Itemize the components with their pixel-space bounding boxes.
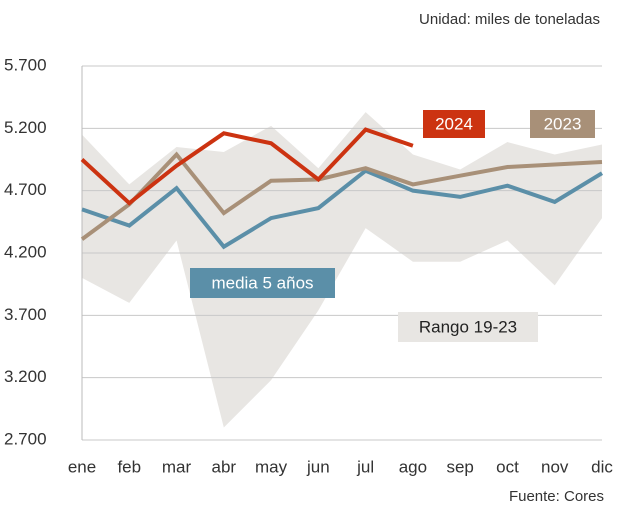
label-text: 2023 [544, 114, 582, 133]
y-tick-label: 5.200 [4, 118, 47, 137]
x-tick-label: may [255, 457, 288, 476]
y-tick-label: 4.200 [4, 242, 47, 261]
series-label: 2024 [423, 110, 485, 138]
label-text: media 5 años [211, 273, 313, 292]
x-tick-label: oct [496, 457, 519, 476]
x-tick-label: ago [399, 457, 427, 476]
x-tick-label: jul [356, 457, 374, 476]
x-tick-label: feb [117, 457, 141, 476]
series-label: 2023 [530, 110, 595, 138]
x-tick-label: abr [212, 457, 237, 476]
series-line [80, 151, 603, 241]
label-text: Rango 19-23 [419, 317, 517, 336]
y-tick-label: 5.700 [4, 55, 47, 74]
source-note: Fuente: Cores [509, 488, 604, 505]
label-text: 2024 [435, 114, 473, 133]
label-box [423, 110, 485, 138]
y-tick-label: 3.700 [4, 305, 47, 324]
y-tick-label: 3.200 [4, 367, 47, 386]
range-band [82, 112, 602, 428]
series-line [80, 127, 414, 206]
x-tick-label: ene [68, 457, 96, 476]
label-box [530, 110, 595, 138]
x-tick-label: mar [162, 457, 192, 476]
x-tick-label: sep [446, 457, 473, 476]
x-tick-label: jun [306, 457, 330, 476]
x-tick-label: dic [591, 457, 613, 476]
series-label: media 5 años [190, 268, 335, 298]
label-box [190, 268, 335, 298]
unit-note: Unidad: miles de toneladas [419, 11, 600, 28]
label-box [398, 312, 538, 342]
series-line [81, 168, 604, 250]
x-tick-label: nov [541, 457, 569, 476]
y-tick-label: 4.700 [4, 180, 47, 199]
y-tick-label: 2.700 [4, 429, 47, 448]
series-label: Rango 19-23 [398, 312, 538, 342]
